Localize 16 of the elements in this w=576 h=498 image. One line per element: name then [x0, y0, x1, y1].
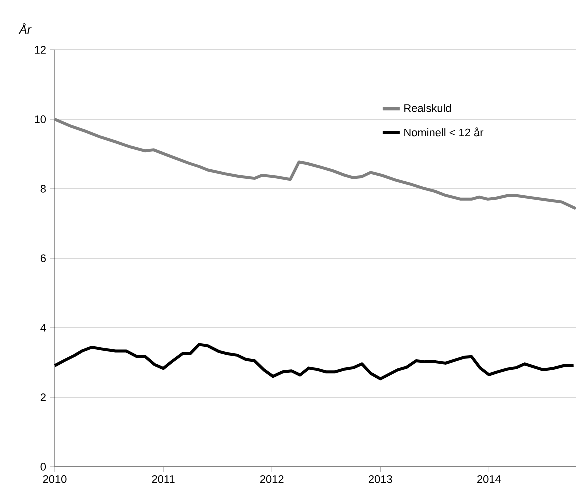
y-axis-title: År: [18, 24, 32, 34]
y-tick-label: 10: [35, 116, 46, 124]
y-tick-label: 6: [40, 254, 46, 262]
y-tick-label: 4: [40, 324, 46, 332]
y-tick-label: 8: [40, 185, 46, 193]
legend-label: Realskuld: [404, 104, 452, 112]
x-tick-label: 2011: [152, 476, 175, 484]
y-tick-label: 12: [35, 46, 46, 54]
x-tick-label: 2014: [478, 476, 502, 484]
x-tick-label: 2010: [43, 476, 67, 484]
legend-label: Nominell < 12 år: [404, 128, 484, 137]
x-tick-label: 2013: [368, 476, 392, 484]
y-tick-label: 0: [40, 463, 46, 471]
y-tick-label: 2: [40, 394, 46, 402]
x-tick-label: 2012: [260, 476, 284, 484]
line-series: [54, 118, 576, 210]
